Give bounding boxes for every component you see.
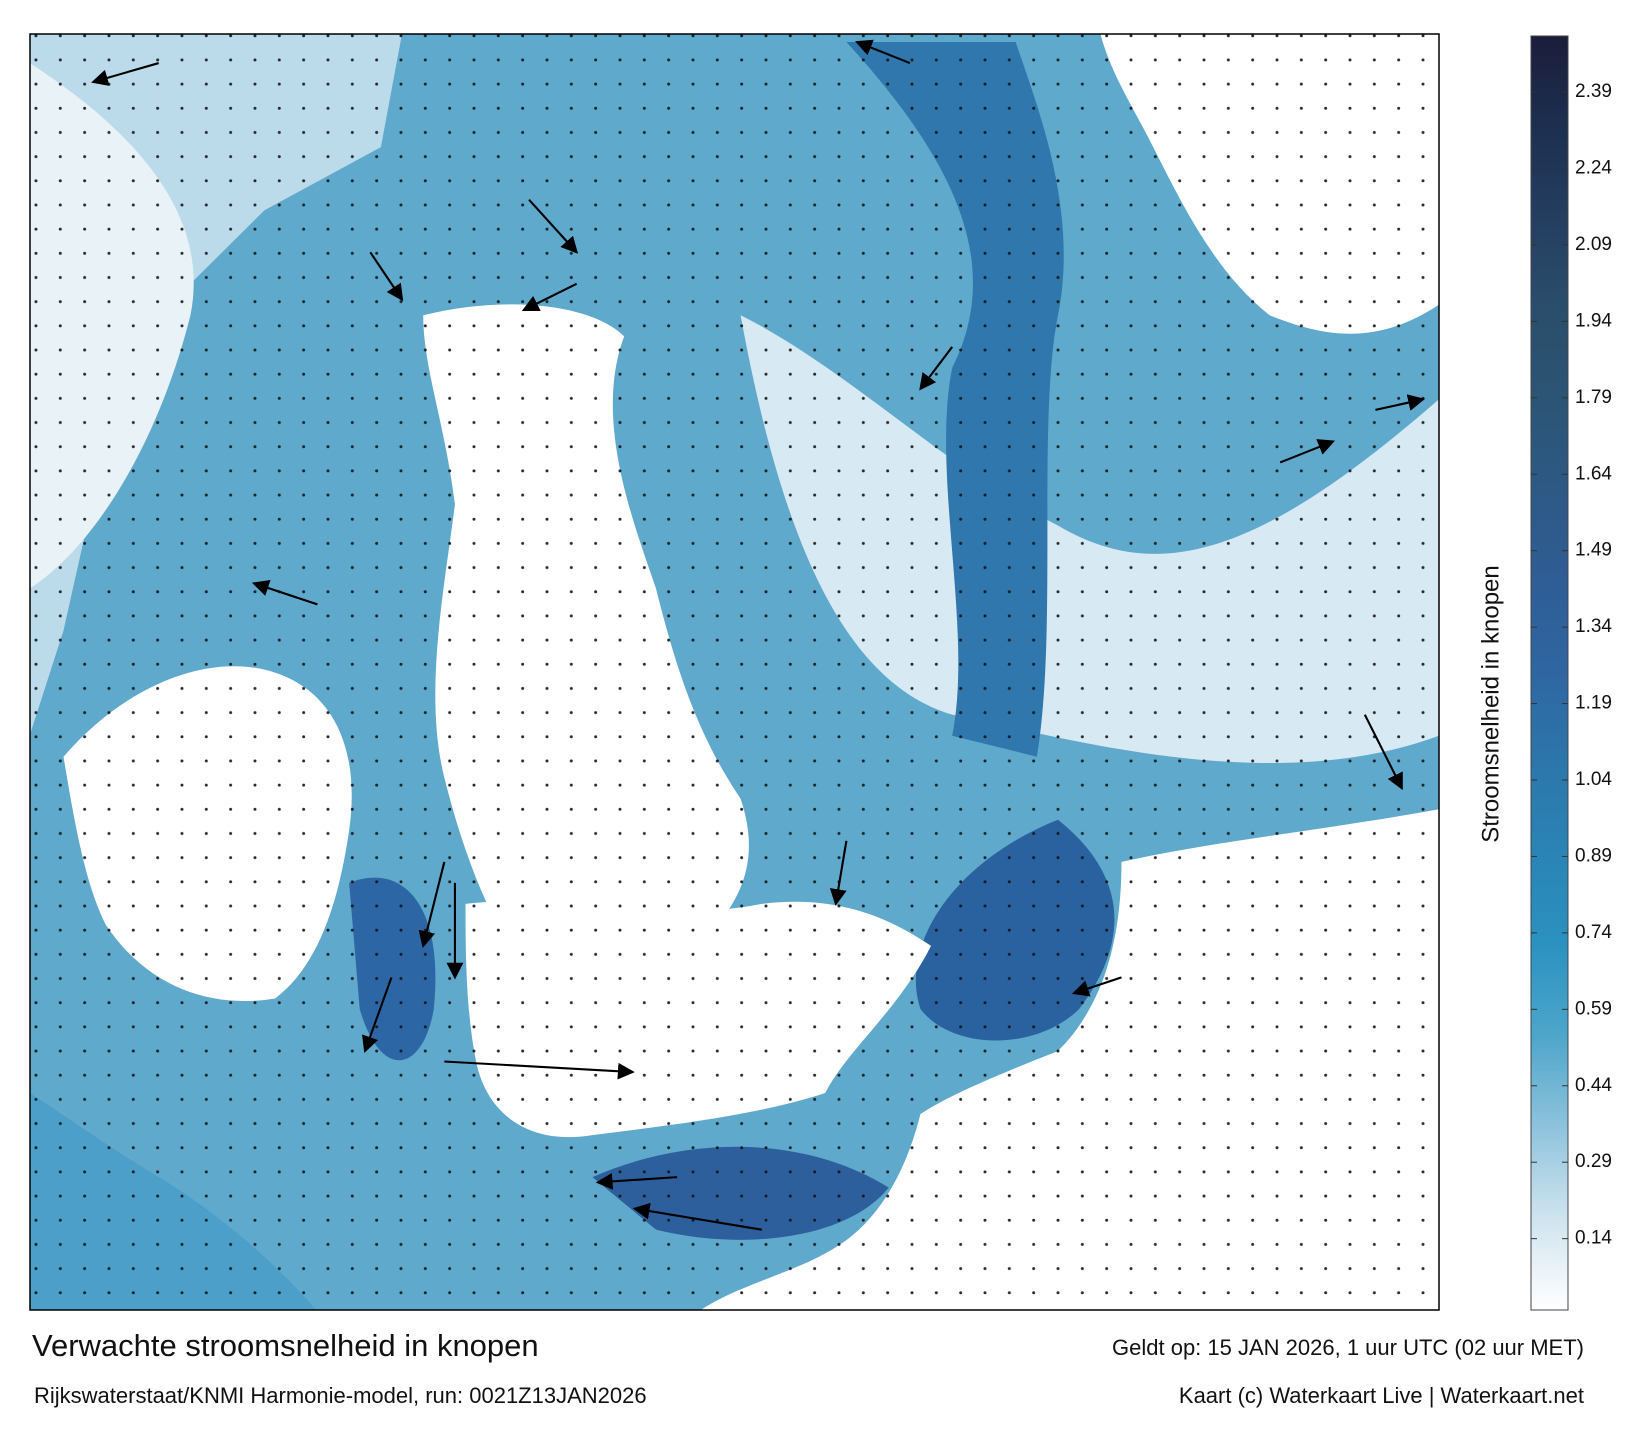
colorbar-tick-label: 0.89 (1575, 845, 1612, 866)
colorbar-tick-label: 1.04 (1575, 769, 1612, 790)
colorbar-tick-label: 0.14 (1575, 1228, 1612, 1249)
map (30, 34, 1439, 1310)
colorbar-tick-label: 0.44 (1575, 1075, 1612, 1096)
valid-time: Geldt op: 15 JAN 2026, 1 uur UTC (02 uur… (1112, 1335, 1584, 1360)
map-frame (29, 33, 1440, 1311)
colorbar-label: Stroomsnelheid in knopen (1477, 565, 1504, 843)
colorbar-tick-label: 1.49 (1575, 540, 1612, 561)
colorbar-tick-label: 1.94 (1575, 310, 1612, 331)
credit: Kaart (c) Waterkaart Live | Waterkaart.n… (1179, 1383, 1584, 1408)
colorbar-tick-label: 1.64 (1575, 463, 1612, 484)
colorbar-tick-label: 2.24 (1575, 158, 1612, 179)
grid-dots (30, 34, 1439, 1310)
colorbar-tick-label: 0.74 (1575, 922, 1612, 943)
current-arrows (91, 39, 1426, 1231)
colorbar (1530, 35, 1569, 1311)
colorbar-tick-label: 2.09 (1575, 234, 1612, 255)
colorbar-tick-label: 2.39 (1575, 81, 1612, 102)
colorbar-tick-label: 1.79 (1575, 387, 1612, 408)
colorbar-tick-label: 0.29 (1575, 1151, 1612, 1172)
subtitle: Rijkswaterstaat/KNMI Harmonie-model, run… (34, 1383, 647, 1408)
colorbar-tick-label: 1.34 (1575, 616, 1612, 637)
colorbar-tick-label: 1.19 (1575, 693, 1612, 714)
title: Verwachte stroomsnelheid in knopen (32, 1328, 539, 1363)
colorbar-tick-label: 0.59 (1575, 998, 1612, 1019)
